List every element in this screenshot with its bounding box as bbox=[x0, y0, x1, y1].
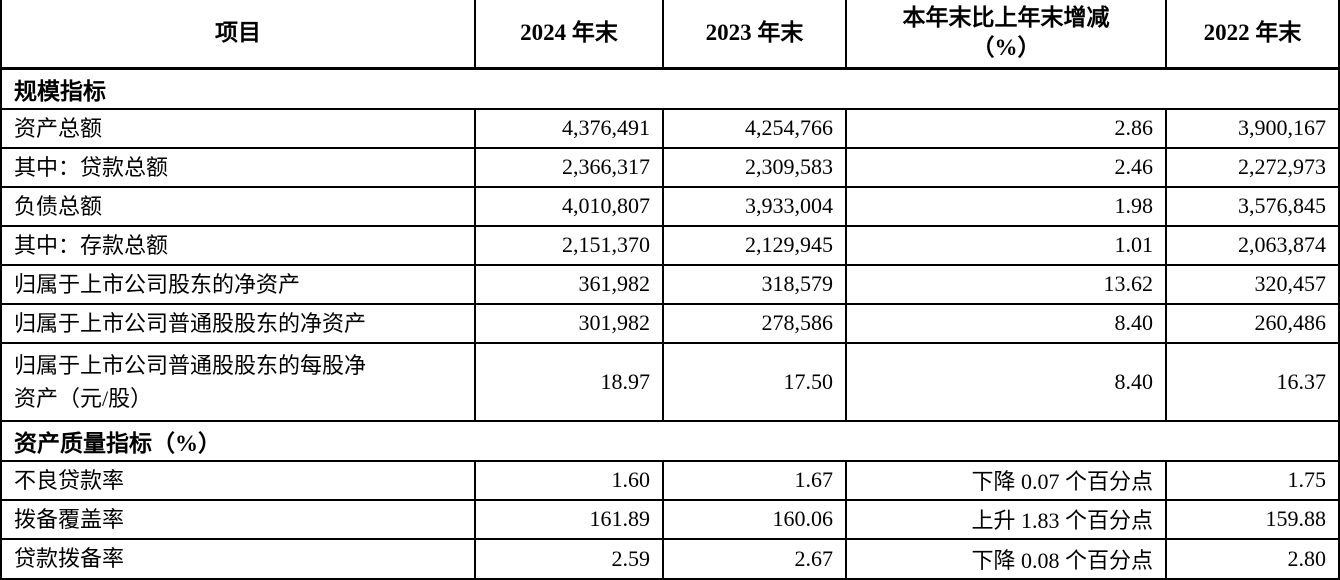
row-label: 归属于上市公司股东的净资产 bbox=[0, 263, 476, 305]
col-header-2023: 2023 年末 bbox=[662, 0, 847, 70]
table-row-total-deposits: 其中：存款总额 2,151,370 2,129,945 1.01 2,063,8… bbox=[0, 224, 1340, 266]
col-header-item: 项目 bbox=[0, 0, 476, 70]
value-change: 13.62 bbox=[845, 263, 1167, 305]
row-label: 归属于上市公司普通股股东的每股净 资产（元/股） bbox=[0, 341, 476, 422]
value-2023: 318,579 bbox=[662, 263, 847, 305]
row-label-line2: 资产（元/股） bbox=[14, 385, 153, 411]
table-row-total-loans: 其中：贷款总额 2,366,317 2,309,583 2.46 2,272,9… bbox=[0, 146, 1340, 188]
value-2023: 160.06 bbox=[662, 498, 847, 540]
table-row-total-liabilities: 负债总额 4,010,807 3,933,004 1.98 3,576,845 bbox=[0, 185, 1340, 227]
value-2022: 2,063,874 bbox=[1165, 224, 1340, 266]
value-2023: 1.67 bbox=[662, 459, 847, 501]
table-row-total-assets: 资产总额 4,376,491 4,254,766 2.86 3,900,167 bbox=[0, 107, 1340, 149]
row-label: 资产总额 bbox=[0, 107, 476, 149]
value-change: 1.01 bbox=[845, 224, 1167, 266]
value-change: 2.46 bbox=[845, 146, 1167, 188]
value-2023: 17.50 bbox=[662, 341, 847, 422]
value-2023: 2,309,583 bbox=[662, 146, 847, 188]
value-2022: 2,272,973 bbox=[1165, 146, 1340, 188]
value-2024: 1.60 bbox=[474, 459, 664, 501]
value-2023: 2,129,945 bbox=[662, 224, 847, 266]
value-2022: 260,486 bbox=[1165, 302, 1340, 344]
value-2022: 3,576,845 bbox=[1165, 185, 1340, 227]
value-2024: 2.59 bbox=[474, 537, 664, 580]
value-2024: 2,366,317 bbox=[474, 146, 664, 188]
value-2022: 2.80 bbox=[1165, 537, 1340, 580]
value-2024: 301,982 bbox=[474, 302, 664, 344]
row-label: 其中：存款总额 bbox=[0, 224, 476, 266]
value-change: 下降 0.07 个百分点 bbox=[845, 459, 1167, 501]
value-2022: 1.75 bbox=[1165, 459, 1340, 501]
value-change: 上升 1.83 个百分点 bbox=[845, 498, 1167, 540]
row-label: 贷款拨备率 bbox=[0, 537, 476, 580]
row-label-line1: 归属于上市公司普通股股东的每股净 bbox=[14, 352, 367, 378]
value-change: 8.40 bbox=[845, 341, 1167, 422]
table-row-provision-coverage-ratio: 拨备覆盖率 161.89 160.06 上升 1.83 个百分点 159.88 bbox=[0, 498, 1340, 540]
row-label: 不良贷款率 bbox=[0, 459, 476, 501]
value-change: 8.40 bbox=[845, 302, 1167, 344]
value-2023: 4,254,766 bbox=[662, 107, 847, 149]
value-2023: 278,586 bbox=[662, 302, 847, 344]
row-label: 负债总额 bbox=[0, 185, 476, 227]
table-row-equity-shareholders: 归属于上市公司股东的净资产 361,982 318,579 13.62 320,… bbox=[0, 263, 1340, 305]
value-2022: 16.37 bbox=[1165, 341, 1340, 422]
value-2024: 18.97 bbox=[474, 341, 664, 422]
row-label: 其中：贷款总额 bbox=[0, 146, 476, 188]
col-header-change: 本年末比上年末增减 （%） bbox=[845, 0, 1167, 70]
col-header-2022: 2022 年末 bbox=[1165, 0, 1340, 70]
value-2023: 2.67 bbox=[662, 537, 847, 580]
section-label: 规模指标 bbox=[0, 67, 1340, 110]
col-header-change-line2: （%） bbox=[971, 35, 1041, 61]
row-label: 归属于上市公司普通股股东的净资产 bbox=[0, 302, 476, 344]
section-row-scale: 规模指标 bbox=[0, 67, 1340, 110]
value-2024: 4,010,807 bbox=[474, 185, 664, 227]
value-2024: 4,376,491 bbox=[474, 107, 664, 149]
value-2024: 2,151,370 bbox=[474, 224, 664, 266]
table-row-loan-provision-ratio: 贷款拨备率 2.59 2.67 下降 0.08 个百分点 2.80 bbox=[0, 537, 1340, 580]
value-change: 2.86 bbox=[845, 107, 1167, 149]
table-row-npl-ratio: 不良贷款率 1.60 1.67 下降 0.07 个百分点 1.75 bbox=[0, 459, 1340, 501]
col-header-change-line1: 本年末比上年末增减 bbox=[902, 5, 1110, 31]
value-change: 下降 0.08 个百分点 bbox=[845, 537, 1167, 580]
value-2024: 361,982 bbox=[474, 263, 664, 305]
value-2022: 3,900,167 bbox=[1165, 107, 1340, 149]
section-row-asset-quality: 资产质量指标（%） bbox=[0, 419, 1340, 462]
row-label: 拨备覆盖率 bbox=[0, 498, 476, 540]
value-change: 1.98 bbox=[845, 185, 1167, 227]
header-row: 项目 2024 年末 2023 年末 本年末比上年末增减 （%） 2022 年末 bbox=[0, 0, 1340, 70]
table-row-equity-ordinary-shareholders: 归属于上市公司普通股股东的净资产 301,982 278,586 8.40 26… bbox=[0, 302, 1340, 344]
value-2023: 3,933,004 bbox=[662, 185, 847, 227]
value-2022: 320,457 bbox=[1165, 263, 1340, 305]
table-row-net-assets-per-share: 归属于上市公司普通股股东的每股净 资产（元/股） 18.97 17.50 8.4… bbox=[0, 341, 1340, 422]
section-label: 资产质量指标（%） bbox=[0, 419, 1340, 462]
value-2022: 159.88 bbox=[1165, 498, 1340, 540]
col-header-2024: 2024 年末 bbox=[474, 0, 664, 70]
value-2024: 161.89 bbox=[474, 498, 664, 540]
